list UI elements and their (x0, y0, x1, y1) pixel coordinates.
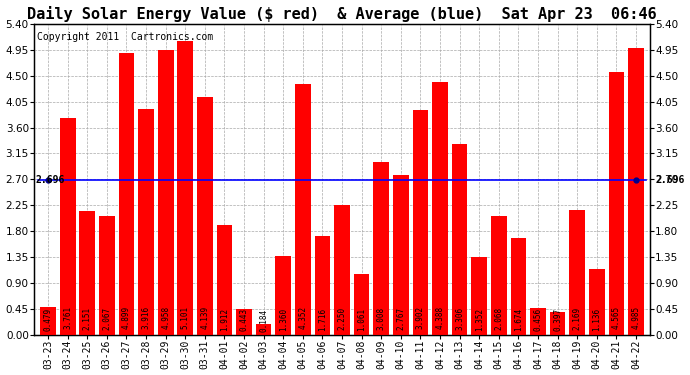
Text: 4.352: 4.352 (298, 306, 307, 329)
Bar (432, 82, 448, 334)
Text: 3.008: 3.008 (377, 307, 386, 330)
Bar (530, 308, 546, 334)
Text: 0.456: 0.456 (533, 308, 542, 332)
Text: 2.250: 2.250 (337, 307, 346, 330)
Text: 2.696: 2.696 (656, 174, 685, 184)
Text: 3.902: 3.902 (416, 306, 425, 329)
Text: 1.912: 1.912 (220, 308, 229, 330)
Bar (373, 162, 389, 334)
Bar (569, 210, 585, 334)
Bar (177, 41, 193, 334)
Bar (413, 110, 428, 334)
Title: Daily Solar Energy Value ($ red)  & Average (blue)  Sat Apr 23  06:46: Daily Solar Energy Value ($ red) & Avera… (27, 6, 657, 21)
Bar (236, 309, 252, 334)
Text: 0.443: 0.443 (239, 308, 248, 332)
Text: 5.101: 5.101 (181, 306, 190, 329)
Text: 2.169: 2.169 (573, 307, 582, 330)
Bar (471, 257, 487, 334)
Text: 1.136: 1.136 (592, 308, 601, 331)
Text: 2.767: 2.767 (396, 307, 405, 330)
Text: 4.958: 4.958 (161, 306, 170, 329)
Text: 1.352: 1.352 (475, 308, 484, 331)
Text: 1.674: 1.674 (514, 308, 523, 331)
Text: 2.696: 2.696 (35, 174, 65, 184)
Bar (315, 236, 331, 334)
Bar (40, 307, 56, 334)
Text: 3.916: 3.916 (141, 306, 150, 329)
Text: 4.985: 4.985 (631, 306, 640, 329)
Text: 3.306: 3.306 (455, 307, 464, 330)
Text: Copyright 2011  Cartronics.com: Copyright 2011 Cartronics.com (37, 32, 214, 42)
Bar (393, 176, 408, 334)
Text: 2.067: 2.067 (102, 308, 111, 330)
Text: 3.761: 3.761 (63, 306, 72, 330)
Bar (354, 273, 369, 334)
Text: 0.397: 0.397 (553, 308, 562, 332)
Bar (511, 238, 526, 334)
Bar (491, 216, 506, 334)
Bar (197, 97, 213, 334)
Bar (334, 205, 350, 334)
Text: 4.565: 4.565 (612, 306, 621, 329)
Text: 1.360: 1.360 (279, 308, 288, 331)
Bar (609, 72, 624, 334)
Bar (275, 256, 291, 334)
Text: 2.151: 2.151 (83, 307, 92, 330)
Bar (217, 225, 233, 334)
Bar (60, 118, 75, 334)
Bar (256, 324, 271, 334)
Bar (158, 50, 173, 334)
Text: 4.139: 4.139 (200, 306, 209, 329)
Text: 1.061: 1.061 (357, 308, 366, 331)
Bar (452, 144, 467, 334)
Bar (550, 312, 565, 334)
Bar (589, 269, 604, 334)
Bar (119, 53, 135, 334)
Text: 2.068: 2.068 (494, 308, 503, 330)
Bar (628, 48, 644, 334)
Text: 4.388: 4.388 (435, 306, 444, 329)
Text: 0.479: 0.479 (43, 308, 52, 332)
Bar (138, 110, 154, 334)
Text: 1.716: 1.716 (318, 308, 327, 331)
Bar (79, 211, 95, 334)
Bar (99, 216, 115, 334)
Text: 4.899: 4.899 (122, 306, 131, 329)
Bar (295, 84, 310, 334)
Text: 0.184: 0.184 (259, 308, 268, 332)
